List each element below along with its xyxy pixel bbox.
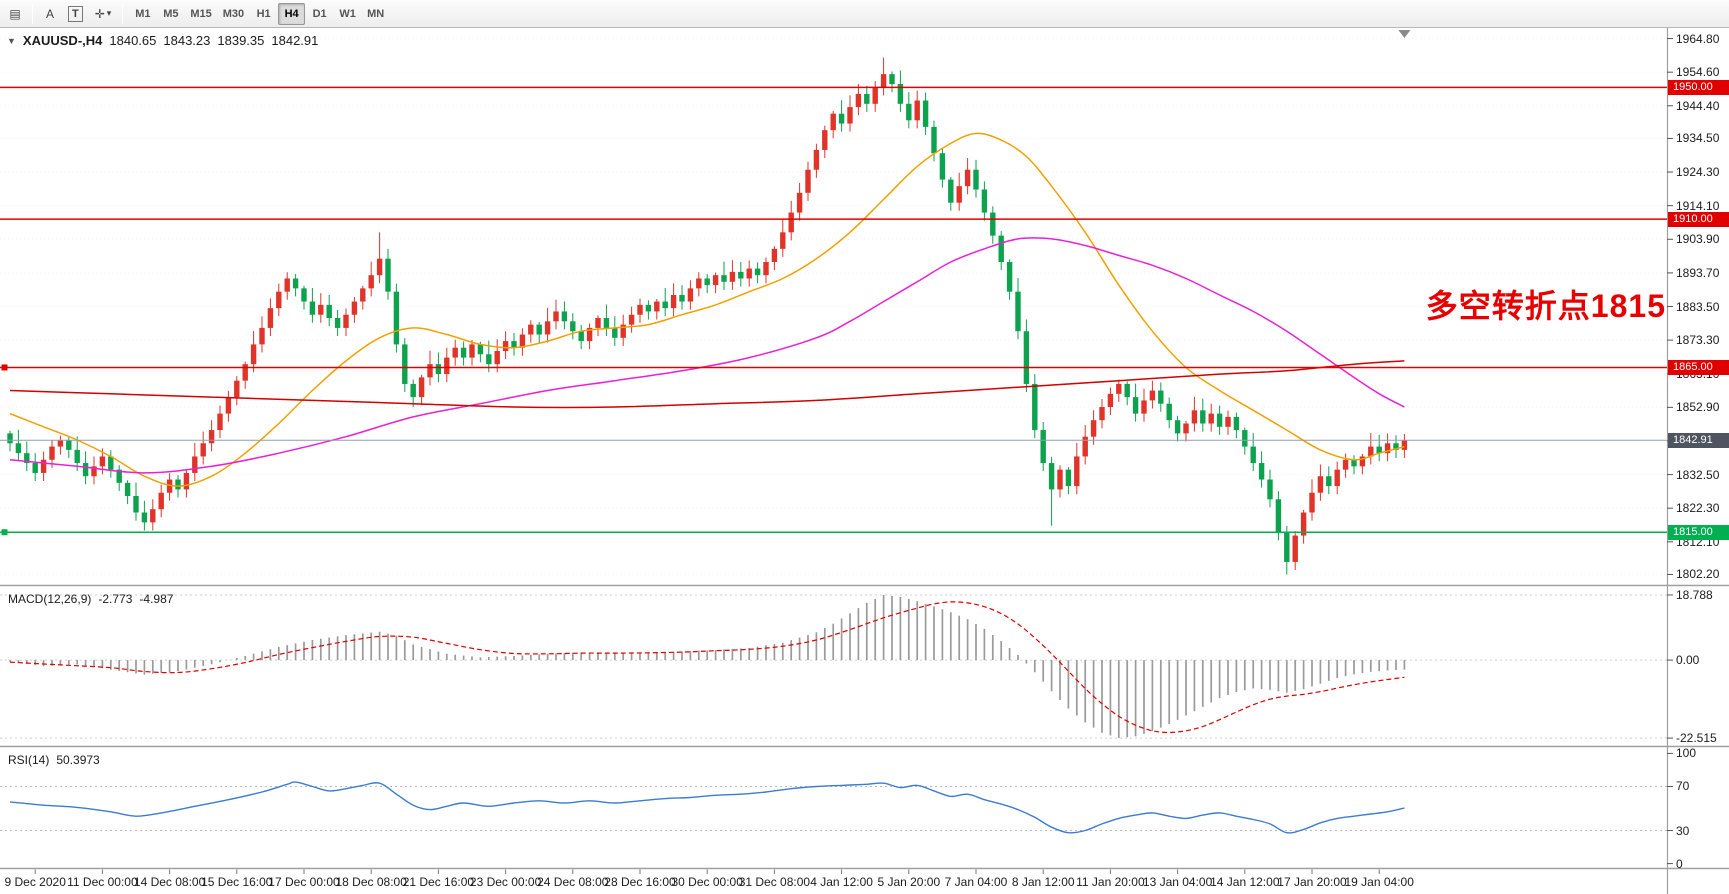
chevron-down-icon: ▾ — [106, 8, 112, 18]
price-tick-label: 1802.20 — [1676, 567, 1720, 582]
date-label: 9 Dec 2020 — [4, 875, 66, 889]
date-label: 5 Jan 20:00 — [877, 875, 941, 889]
text-icon: T — [68, 5, 83, 22]
date-label: 11 Dec 00:00 — [67, 875, 138, 889]
text-tool-button[interactable]: T — [63, 3, 88, 25]
ma-slow-red — [9, 360, 1405, 409]
price-tick-label: 1903.90 — [1676, 232, 1720, 247]
rsi-tick-label: 0 — [1676, 856, 1683, 871]
rsi-tick-label: 30 — [1676, 823, 1690, 838]
date-label: 17 Jan 20:00 — [1277, 875, 1347, 889]
date-label: 31 Dec 08:00 — [738, 875, 811, 889]
chart-low-value: 1839.35 — [217, 33, 265, 48]
rsi-tick-label: 100 — [1676, 746, 1697, 761]
date-label: 7 Jan 04:00 — [944, 875, 1008, 889]
toolbar-separator — [32, 3, 33, 24]
rsi-header: RSI(14) 50.3973 — [8, 753, 100, 767]
timeframe-button-w1[interactable]: W1 — [339, 7, 356, 20]
chart-close-value: 1842.91 — [271, 33, 319, 48]
main-toolbar: ▤ A T ✛ ▾ M1 M5 M15 M30 H1 H4 D1 W1 MN — [0, 0, 1729, 28]
macd-tick-label: 18.788 — [1676, 587, 1713, 602]
cursor-icon: A — [45, 6, 54, 21]
price-badge-1950.00: 1950.00 — [1668, 79, 1729, 95]
date-label: 14 Dec 08:00 — [133, 875, 206, 889]
price-badge-1865.00: 1865.00 — [1668, 359, 1729, 375]
cursor-tool-button[interactable]: A — [39, 3, 61, 25]
macd-label: MACD(12,26,9) — [8, 592, 92, 606]
timeframe-button-m1[interactable]: M1 — [135, 7, 151, 20]
timeframe-button-d1[interactable]: D1 — [312, 7, 327, 20]
date-label: 21 Dec 16:00 — [402, 875, 475, 889]
price-tick-label: 1883.50 — [1676, 299, 1720, 314]
hline-handle[interactable] — [1, 364, 8, 371]
annotation-text[interactable]: 多空转折点1815 — [1425, 288, 1666, 324]
toolbar-separator — [122, 3, 124, 24]
ma-fast-orange — [9, 132, 1405, 487]
price-tick-label: 1852.90 — [1676, 400, 1720, 415]
tile-windows-button[interactable]: ▤ — [4, 3, 26, 25]
date-label: 18 Dec 08:00 — [335, 875, 407, 889]
macd-main-value: -2.773 — [98, 592, 133, 606]
date-label: 4 Jan 12:00 — [810, 875, 873, 889]
current-price-badge: 1842.91 — [1668, 432, 1729, 448]
price-badge-1815.00: 1815.00 — [1668, 524, 1729, 540]
macd-signal-value: -4.987 — [139, 592, 174, 606]
hline-handle[interactable] — [1, 529, 8, 536]
tile-windows-icon: ▤ — [9, 6, 21, 21]
drawing-tools-button[interactable]: ✛ ▾ — [90, 3, 117, 25]
price-tick-label: 1924.30 — [1676, 165, 1720, 180]
chart-symbol-label: XAUUSD-,H4 — [22, 33, 103, 48]
timeframe-button-h1[interactable]: H1 — [256, 7, 271, 20]
price-tick-label: 1954.60 — [1676, 65, 1720, 80]
one-click-trading-icon[interactable]: ▼ — [7, 35, 16, 46]
date-label: 11 Jan 20:00 — [1076, 875, 1145, 889]
price-tick-label: 1873.30 — [1676, 333, 1720, 348]
date-label: 28 Dec 16:00 — [604, 875, 676, 889]
date-label: 14 Jan 12:00 — [1210, 875, 1280, 889]
price-tick-label: 1893.70 — [1676, 265, 1720, 280]
chart-shift-marker[interactable] — [1398, 30, 1411, 38]
price-tick-label: 1944.40 — [1676, 98, 1720, 113]
timeframe-button-m30[interactable]: M30 — [222, 7, 245, 20]
timeframe-button-mn[interactable]: MN — [367, 7, 385, 20]
price-tick-label: 1822.30 — [1676, 501, 1720, 516]
macd-histogram — [9, 594, 1406, 739]
price-tick-label: 1914.10 — [1676, 198, 1720, 213]
timeframe-button-m15[interactable]: M15 — [190, 7, 212, 20]
candlestick-series — [7, 57, 1408, 575]
rsi-tick-label: 70 — [1676, 779, 1690, 794]
date-label: 30 Dec 00:00 — [671, 875, 743, 889]
timeframe-button-m5[interactable]: M5 — [163, 7, 179, 20]
date-label: 23 Dec 00:00 — [469, 875, 542, 889]
price-badge-1910.00: 1910.00 — [1668, 211, 1729, 227]
chart-high-value: 1843.23 — [163, 33, 211, 48]
macd-header: MACD(12,26,9) -2.773 -4.987 — [8, 592, 173, 606]
date-label: 19 Jan 04:00 — [1344, 875, 1414, 889]
chart-open-value: 1840.65 — [109, 33, 157, 48]
macd-tick-label: -22.515 — [1676, 731, 1717, 746]
price-tick-label: 1832.50 — [1676, 467, 1720, 482]
timeframe-button-h4[interactable]: H4 — [278, 2, 306, 25]
rsi-value: 50.3973 — [56, 753, 100, 767]
macd-tick-label: 0.00 — [1676, 653, 1700, 668]
chart-header: ▼ XAUUSD-,H4 1840.65 1843.23 1839.35 184… — [7, 33, 318, 48]
timeframe-group: M1 M5 M15 M30 H1 H4 D1 W1 MN — [129, 2, 389, 25]
price-tick-label: 1934.50 — [1676, 131, 1720, 146]
rsi-line — [9, 781, 1405, 834]
date-label: 24 Dec 08:00 — [537, 875, 609, 889]
date-label: 17 Dec 00:00 — [268, 875, 340, 889]
crosshair-icon: ✛ — [94, 6, 105, 21]
price-tick-label: 1964.80 — [1676, 31, 1720, 46]
date-label: 8 Jan 12:00 — [1011, 875, 1075, 889]
date-label: 15 Dec 16:00 — [201, 875, 273, 889]
date-label: 13 Jan 04:00 — [1142, 875, 1213, 889]
rsi-label: RSI(14) — [8, 753, 50, 767]
